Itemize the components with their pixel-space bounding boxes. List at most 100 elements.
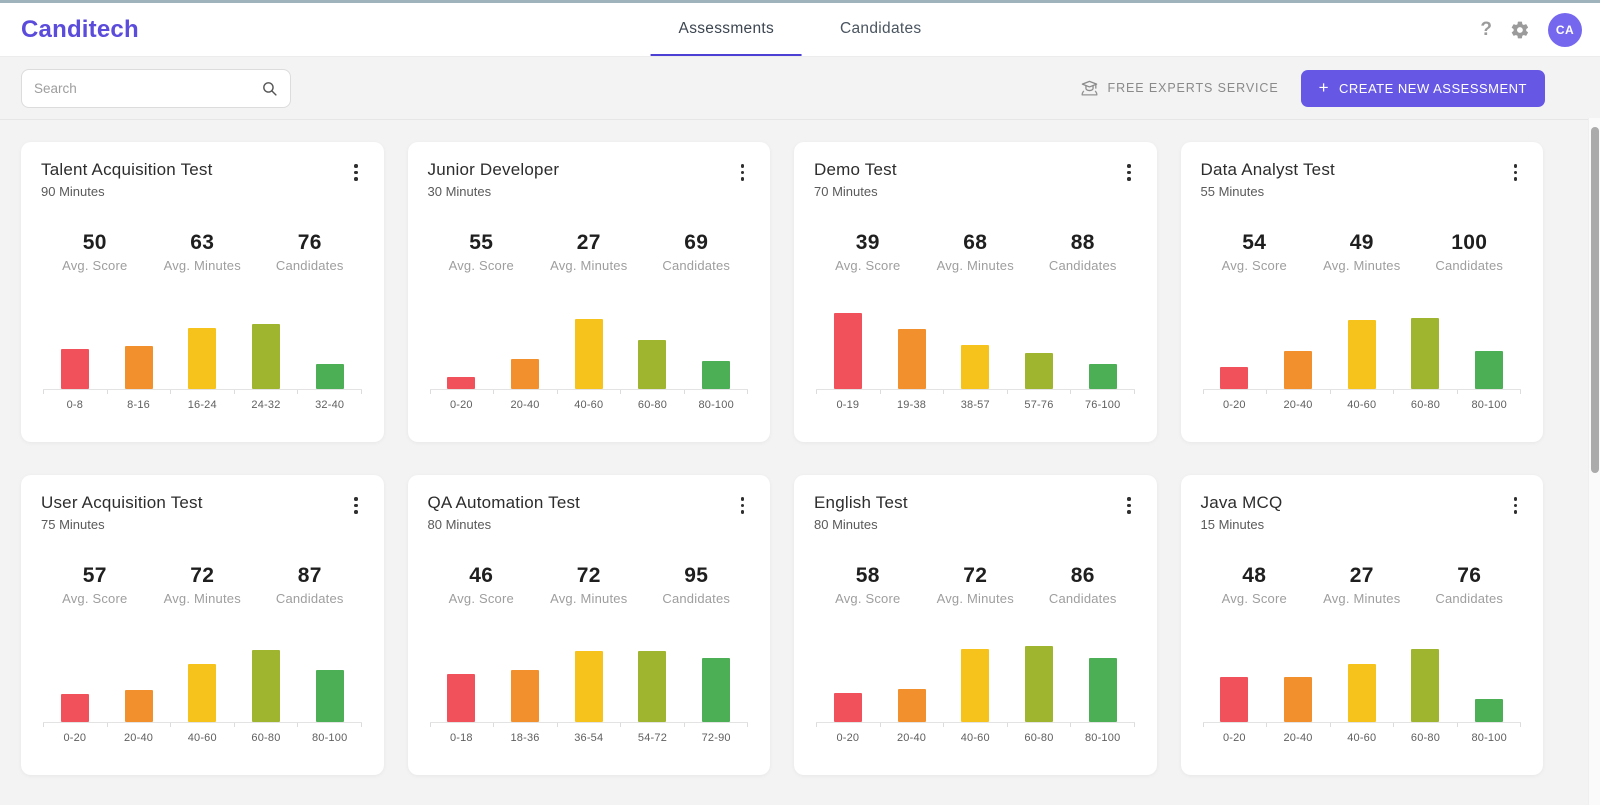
avg-minutes-label: Avg. Minutes xyxy=(1323,258,1401,273)
avg-minutes-label: Avg. Minutes xyxy=(936,591,1014,606)
assessment-duration: 80 Minutes xyxy=(427,517,492,532)
card-menu-button[interactable] xyxy=(735,160,751,185)
bin-label: 40-60 xyxy=(187,732,217,744)
bin-label: 60-80 xyxy=(251,732,281,744)
avg-score-label: Avg. Score xyxy=(62,591,128,606)
assessment-title: English Test xyxy=(814,493,908,512)
canditech-logo[interactable]: Canditech xyxy=(21,15,139,43)
header-actions: ? CA xyxy=(1480,12,1582,47)
user-avatar[interactable]: CA xyxy=(1548,12,1582,47)
assessment-card-talent-acquisition-test: Talent Acquisition Test 90 Minutes 50 Avg… xyxy=(21,142,384,442)
bin-label: 72-90 xyxy=(701,732,731,744)
avg-score-value: 55 xyxy=(469,231,494,254)
assessments-grid-area: Talent Acquisition Test 90 Minutes 50 Avg… xyxy=(0,120,1600,775)
assessment-card-demo-test: Demo Test 70 Minutes 39 Avg. Score 68 Avg.… xyxy=(794,142,1157,442)
search-input[interactable] xyxy=(34,80,261,96)
chart-bar xyxy=(1024,353,1053,389)
chart-bar xyxy=(124,690,153,722)
score-distribution-chart: 0-19 19-38 38-57 57-76 76-100 xyxy=(814,309,1137,411)
card-menu-button[interactable] xyxy=(1121,493,1137,518)
card-stats: 39 Avg. Score 68 Avg. Minutes 88 Candidates xyxy=(814,231,1137,273)
candidates-label: Candidates xyxy=(275,591,344,606)
free-experts-service-link[interactable]: FREE EXPERTS SERVICE xyxy=(1080,79,1279,98)
chart-bar xyxy=(1088,364,1117,389)
plus-icon: + xyxy=(1318,78,1330,97)
bin-label: 40-60 xyxy=(960,732,990,744)
avg-minutes-value: 49 xyxy=(1349,231,1374,254)
chart-bar xyxy=(315,670,344,722)
candidates-value: 76 xyxy=(1457,564,1482,587)
bin-label: 80-100 xyxy=(1471,732,1507,744)
bin-label: 0-8 xyxy=(66,399,84,411)
scrollbar-track[interactable] xyxy=(1588,118,1600,805)
candidates-value: 69 xyxy=(684,231,709,254)
help-icon[interactable]: ? xyxy=(1480,18,1492,40)
candidates-label: Candidates xyxy=(1048,591,1117,606)
candidates-value: 87 xyxy=(297,564,322,587)
assessment-card-junior-developer: Junior Developer 30 Minutes 55 Avg. Score… xyxy=(407,142,770,442)
card-stats: 50 Avg. Score 63 Avg. Minutes 76 Candidates xyxy=(41,231,364,273)
chart-bar xyxy=(315,364,344,389)
chart-bar xyxy=(251,324,280,389)
top-strip xyxy=(0,0,1600,3)
chart-bar xyxy=(833,313,862,389)
chart-bar xyxy=(188,663,217,722)
assessment-card-user-acquisition-test: User Acquisition Test 75 Minutes 57 Avg. … xyxy=(21,475,384,775)
score-distribution-chart: 0-20 20-40 40-60 60-80 80-100 xyxy=(428,309,751,411)
assessment-duration: 75 Minutes xyxy=(41,517,105,532)
main-tabs: Assessments Candidates xyxy=(650,3,950,56)
bin-label: 60-80 xyxy=(1410,732,1441,744)
avg-score-label: Avg. Score xyxy=(1221,258,1287,273)
chart-bar xyxy=(124,345,153,389)
card-menu-button[interactable] xyxy=(735,493,751,518)
card-menu-button[interactable] xyxy=(1508,160,1524,185)
bin-label: 0-20 xyxy=(836,732,860,744)
card-menu-button[interactable] xyxy=(1121,160,1137,185)
chart-axis xyxy=(429,722,748,727)
chart-axis xyxy=(1202,722,1521,727)
avg-score-value: 46 xyxy=(469,564,494,587)
create-new-assessment-button[interactable]: + CREATE NEW ASSESSMENT xyxy=(1300,69,1545,107)
bin-label: 60-80 xyxy=(1410,399,1441,411)
tab-candidates[interactable]: Candidates xyxy=(840,19,922,37)
scrollbar-thumb[interactable] xyxy=(1591,127,1599,473)
bin-label: 40-60 xyxy=(574,399,604,411)
assessment-title: Junior Developer xyxy=(427,160,560,179)
tab-assessments[interactable]: Assessments xyxy=(650,3,803,56)
card-menu-button[interactable] xyxy=(1508,493,1524,518)
score-distribution-chart: 0-20 20-40 40-60 60-80 80-100 xyxy=(1201,642,1524,744)
candidates-label: Candidates xyxy=(662,258,731,273)
assessment-title: Data Analyst Test xyxy=(1200,160,1335,179)
chart-bar xyxy=(1284,350,1313,389)
avg-minutes-value: 72 xyxy=(963,564,988,587)
candidates-value: 95 xyxy=(684,564,709,587)
avg-score-label: Avg. Score xyxy=(448,258,514,273)
score-distribution-chart: 0-18 18-36 36-54 54-72 72-90 xyxy=(428,642,751,744)
avg-score-value: 50 xyxy=(82,231,107,254)
create-new-assessment-label: CREATE NEW ASSESSMENT xyxy=(1339,80,1527,96)
gear-icon[interactable] xyxy=(1510,20,1530,40)
card-stats: 54 Avg. Score 49 Avg. Minutes 100 Candidate… xyxy=(1201,231,1524,273)
bin-label: 16-24 xyxy=(187,399,217,411)
chart-bar xyxy=(638,650,667,722)
candidates-label: Candidates xyxy=(1435,591,1504,606)
candidates-label: Candidates xyxy=(662,591,731,606)
avg-score-label: Avg. Score xyxy=(62,258,128,273)
assessment-duration: 30 Minutes xyxy=(427,184,492,199)
card-menu-button[interactable] xyxy=(348,493,364,518)
assessment-title: Talent Acquisition Test xyxy=(41,160,213,179)
candidates-value: 76 xyxy=(297,231,322,254)
card-stats: 58 Avg. Score 72 Avg. Minutes 86 Candidates xyxy=(814,564,1137,606)
bin-label: 20-40 xyxy=(1283,399,1313,411)
card-menu-button[interactable] xyxy=(348,160,364,185)
expert-graduate-icon xyxy=(1081,80,1098,95)
assessment-title: Demo Test xyxy=(814,160,897,179)
avg-score-value: 39 xyxy=(855,231,880,254)
search-box xyxy=(21,68,291,108)
bin-label: 54-72 xyxy=(637,732,668,744)
chart-bar xyxy=(1475,350,1504,389)
bin-label: 36-54 xyxy=(574,732,604,744)
bin-label: 8-16 xyxy=(127,399,150,411)
avg-score-value: 54 xyxy=(1242,231,1267,254)
bin-label: 18-36 xyxy=(510,732,540,744)
